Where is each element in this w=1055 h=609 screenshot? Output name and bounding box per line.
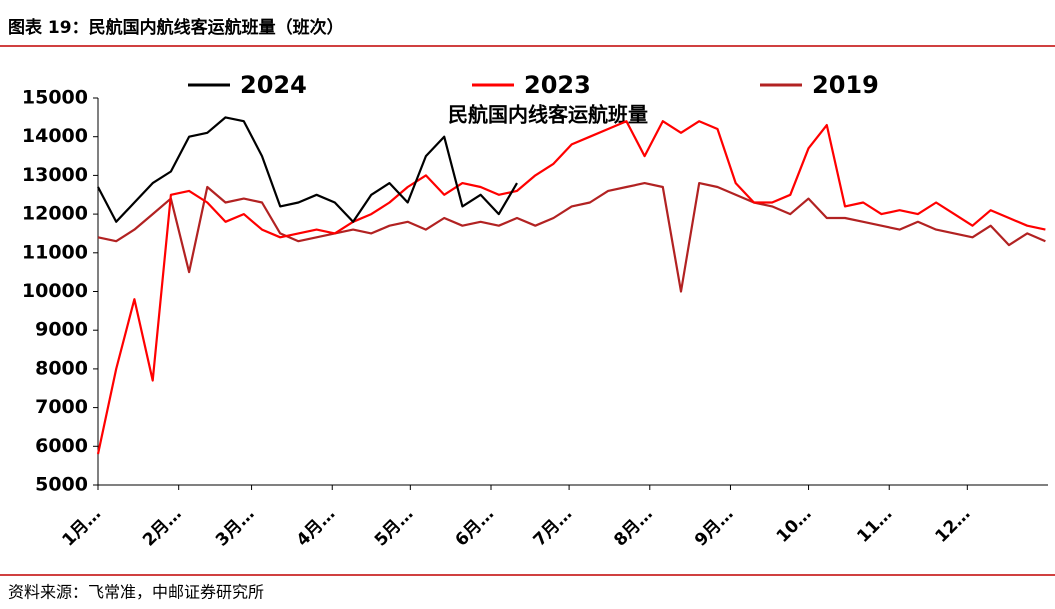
- figure-title: 图表 19：民航国内航线客运航班量（班次）: [8, 17, 344, 38]
- series-line: [97, 182, 1046, 293]
- x-tick-label: 2月…: [139, 504, 186, 551]
- y-tick-label: 15000: [22, 87, 88, 109]
- x-tick-label: 3月…: [212, 504, 259, 551]
- y-tick-label: 7000: [35, 396, 88, 418]
- y-tick-label: 13000: [22, 164, 88, 186]
- y-tick-label: 6000: [35, 435, 88, 457]
- series-line: [97, 116, 518, 223]
- x-tick-label: 9月…: [691, 504, 738, 551]
- x-tick-label: 6月…: [452, 504, 499, 551]
- y-tick-label: 9000: [35, 319, 88, 341]
- x-tick-label: 11…: [853, 504, 896, 547]
- y-tick-label: 14000: [22, 125, 88, 147]
- x-tick-label: 10…: [773, 504, 816, 547]
- series-line: [96, 120, 1046, 455]
- x-tick-label: 8月…: [610, 504, 657, 551]
- x-tick-label: 4月…: [293, 504, 340, 551]
- y-tick-label: 11000: [22, 241, 88, 263]
- x-tick-label: 12…: [931, 504, 974, 547]
- y-tick-label: 10000: [22, 280, 88, 302]
- x-tick-label: 5月…: [371, 504, 418, 551]
- legend-label: 2023: [524, 71, 591, 99]
- chart-title: 民航国内线客运航班量: [448, 103, 648, 127]
- legend-label: 2019: [812, 71, 879, 99]
- y-tick-label: 12000: [22, 203, 88, 225]
- x-tick-label: 1月…: [59, 504, 106, 551]
- x-tick-label: 7月…: [530, 504, 577, 551]
- source: 资料来源：飞常准，中邮证券研究所: [8, 583, 264, 602]
- legend-label: 2024: [240, 71, 307, 99]
- y-tick-label: 5000: [35, 474, 88, 496]
- y-tick-label: 8000: [35, 357, 88, 379]
